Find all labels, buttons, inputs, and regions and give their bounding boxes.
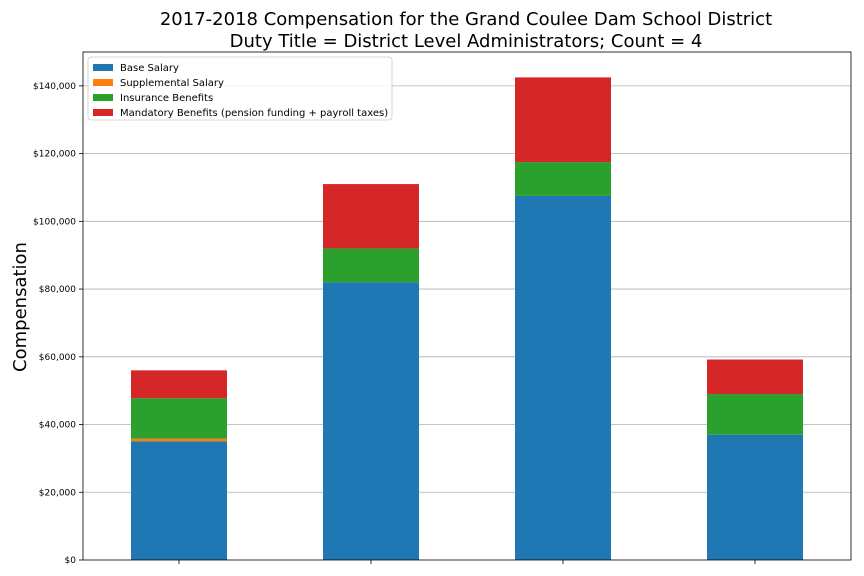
bar-segment	[131, 441, 227, 560]
bar-segment	[131, 398, 227, 439]
bar-segment	[323, 184, 419, 249]
y-tick-label: $40,000	[39, 421, 76, 431]
y-tick-label: $60,000	[39, 353, 76, 363]
bar-segment	[707, 434, 803, 560]
legend-label: Supplemental Salary	[120, 78, 224, 89]
y-tick-label: $20,000	[39, 488, 76, 498]
bar-segment	[323, 248, 419, 283]
bar-segment	[707, 359, 803, 395]
chart-subtitle: Duty Title = District Level Administrato…	[230, 31, 703, 52]
bar-segment	[515, 77, 611, 163]
bar-segment	[515, 162, 611, 196]
bar-segment	[515, 195, 611, 560]
legend-swatch	[93, 79, 113, 86]
y-axis-ticks: $0 $20,000 $40,000 $60,000 $80,000 $100,000 $1…	[33, 82, 83, 566]
legend-swatch	[93, 64, 113, 71]
legend-label: Mandatory Benefits (pension funding + pa…	[120, 108, 388, 119]
legend-swatch	[93, 94, 113, 101]
legend-box	[87, 56, 393, 121]
y-tick-label: $100,000	[33, 217, 76, 227]
y-tick-label: $140,000	[33, 82, 76, 92]
y-tick-label: $120,000	[33, 150, 76, 160]
bar-segment	[323, 282, 419, 560]
bar-segment	[707, 394, 803, 435]
legend-label: Base Salary	[120, 63, 179, 74]
bar-segment	[131, 438, 227, 442]
y-axis-label: Compensation	[10, 242, 31, 372]
y-tick-label: $80,000	[39, 285, 76, 295]
plot-frame	[82, 51, 852, 561]
bar-segment	[131, 370, 227, 399]
bars	[131, 77, 803, 560]
y-tick-label: $0	[65, 556, 77, 566]
legend: Base Salary Supplemental Salary Insurance …	[87, 56, 393, 121]
legend-label: Insurance Benefits	[120, 93, 213, 104]
legend-swatch	[93, 109, 113, 116]
chart-title: 2017-2018 Compensation for the Grand Cou…	[160, 9, 772, 30]
axes	[82, 51, 852, 561]
x-axis-ticks	[178, 560, 756, 564]
